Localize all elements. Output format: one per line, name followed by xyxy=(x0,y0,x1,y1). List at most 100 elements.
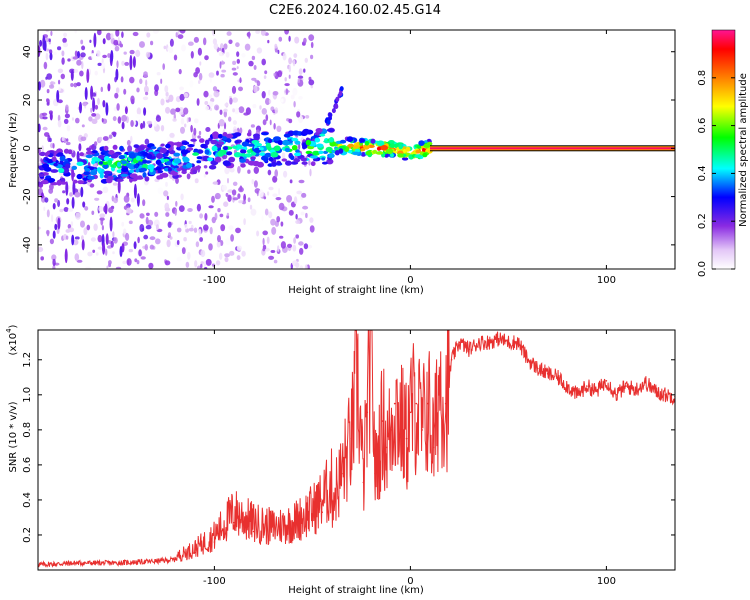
spectrogram-cell xyxy=(217,235,221,243)
spectrogram-cell xyxy=(236,58,240,64)
spectrogram-cell xyxy=(181,170,187,175)
spectrogram-cell xyxy=(265,97,271,106)
spectrogram-cell xyxy=(328,112,333,118)
spectrogram-cell xyxy=(289,179,293,184)
spectrogram-cell xyxy=(135,155,141,161)
spectrogram-cell xyxy=(293,237,296,244)
spectrogram-cell xyxy=(64,113,70,119)
spectrogram-cell xyxy=(105,32,112,41)
spectrogram-cell xyxy=(101,225,104,231)
spectrogram-cell xyxy=(301,161,308,165)
spectrogram-cell xyxy=(79,101,82,114)
spectrogram-cell xyxy=(205,105,210,111)
spectrogram-y-ticks: -40 -20 0 20 40 xyxy=(22,45,675,253)
spectrogram-cell xyxy=(40,192,44,199)
spectrogram-cell xyxy=(203,90,209,98)
spectrogram-cell xyxy=(196,265,202,269)
spectrogram-cell xyxy=(194,260,198,268)
spectrogram-cell xyxy=(270,250,276,253)
spectrogram-cell xyxy=(74,236,80,240)
spectrogram-cell xyxy=(127,259,130,266)
spectrogram-cell xyxy=(185,228,190,233)
spectrogram-cell xyxy=(166,161,172,166)
spectrogram-cell xyxy=(188,220,192,225)
spectrogram-cell xyxy=(268,99,272,104)
spectrogram-cell xyxy=(91,159,96,165)
spectrogram-cell xyxy=(277,245,280,253)
spectrogram-cell xyxy=(76,161,84,166)
spectrogram-cell xyxy=(259,152,266,157)
spectrogram-cell xyxy=(128,152,136,159)
spectrogram-cell xyxy=(265,114,269,122)
spectrogram-cell xyxy=(175,32,178,38)
spectrogram-cell xyxy=(50,182,58,186)
spectrogram-cell xyxy=(225,237,231,245)
spectrogram-cell xyxy=(232,181,238,186)
spectrogram-cell xyxy=(108,150,115,155)
spectrogram-cell xyxy=(290,155,295,161)
spectrogram-cell xyxy=(239,77,242,84)
spectrogram-cell xyxy=(221,69,227,73)
spectrogram-cell xyxy=(219,240,224,246)
spectrogram-cell xyxy=(85,266,91,269)
spectrogram-cell xyxy=(92,249,96,253)
spectrogram-cell xyxy=(243,218,246,226)
spectrogram-cell xyxy=(160,125,165,132)
spectrogram-cell xyxy=(250,124,255,128)
spectrogram-cell xyxy=(102,161,108,165)
spectrogram-cell xyxy=(149,236,156,241)
spectrogram-cell xyxy=(137,236,140,244)
spectrogram-cell xyxy=(282,139,290,146)
snr-point xyxy=(478,341,480,344)
spectrogram-cell xyxy=(204,101,209,105)
spectrogram-cell xyxy=(312,158,319,162)
spectrogram-cell xyxy=(240,149,247,154)
snr-point xyxy=(341,472,343,475)
spectrogram-cell xyxy=(415,149,421,154)
spectrogram-cell xyxy=(61,50,65,57)
spectrogram-cell xyxy=(93,32,97,48)
spectrogram-cell xyxy=(71,234,75,246)
spectrogram-cell xyxy=(40,180,49,185)
snr-point xyxy=(450,359,453,361)
spectrogram-cell xyxy=(173,158,182,164)
spectrogram-cell xyxy=(133,164,139,169)
spectrogram-cell xyxy=(283,170,288,178)
spectrogram-cell xyxy=(133,183,137,199)
spectrogram-cell xyxy=(319,133,326,137)
spectrogram-cell xyxy=(359,138,365,143)
spectrogram-cell xyxy=(115,30,120,37)
spectrogram-cell xyxy=(90,107,93,113)
snr-point xyxy=(321,511,324,513)
spectrogram-cell xyxy=(231,85,237,94)
spectrogram-cell xyxy=(97,62,102,66)
spectrogram-cell xyxy=(210,97,215,103)
spectrogram-cell xyxy=(109,216,113,232)
spectrogram-cell xyxy=(271,161,277,167)
snr-point xyxy=(635,388,637,391)
spectrogram-cell xyxy=(40,256,44,261)
snr-point xyxy=(378,446,380,449)
spectrogram-cell xyxy=(241,250,246,257)
spectrogram-cell xyxy=(181,44,186,52)
spectrogram-cell xyxy=(192,152,200,156)
spectrogram-cell xyxy=(334,150,340,156)
spectrogram-cell xyxy=(262,230,269,236)
spectrogram-cell xyxy=(84,87,88,100)
spectrogram-cell xyxy=(38,81,41,91)
spectrogram-cell xyxy=(279,235,284,239)
spectrogram-cell xyxy=(89,39,92,43)
snr-point xyxy=(382,420,384,422)
spectrogram-cell xyxy=(276,216,281,223)
spectrogram-cell xyxy=(142,159,148,164)
spectrogram-cell xyxy=(136,260,140,265)
spectrogram-cell xyxy=(301,192,307,198)
spectrogram-cell xyxy=(259,105,262,110)
spectrogram-cell xyxy=(94,104,99,110)
snr-x-tick-label: 0 xyxy=(407,576,413,587)
spectrogram-cell xyxy=(248,60,254,67)
snr-point xyxy=(154,560,157,562)
spectrogram-cell xyxy=(217,141,225,145)
spectrogram-cell xyxy=(285,88,289,95)
spectrogram-cell xyxy=(172,118,177,122)
